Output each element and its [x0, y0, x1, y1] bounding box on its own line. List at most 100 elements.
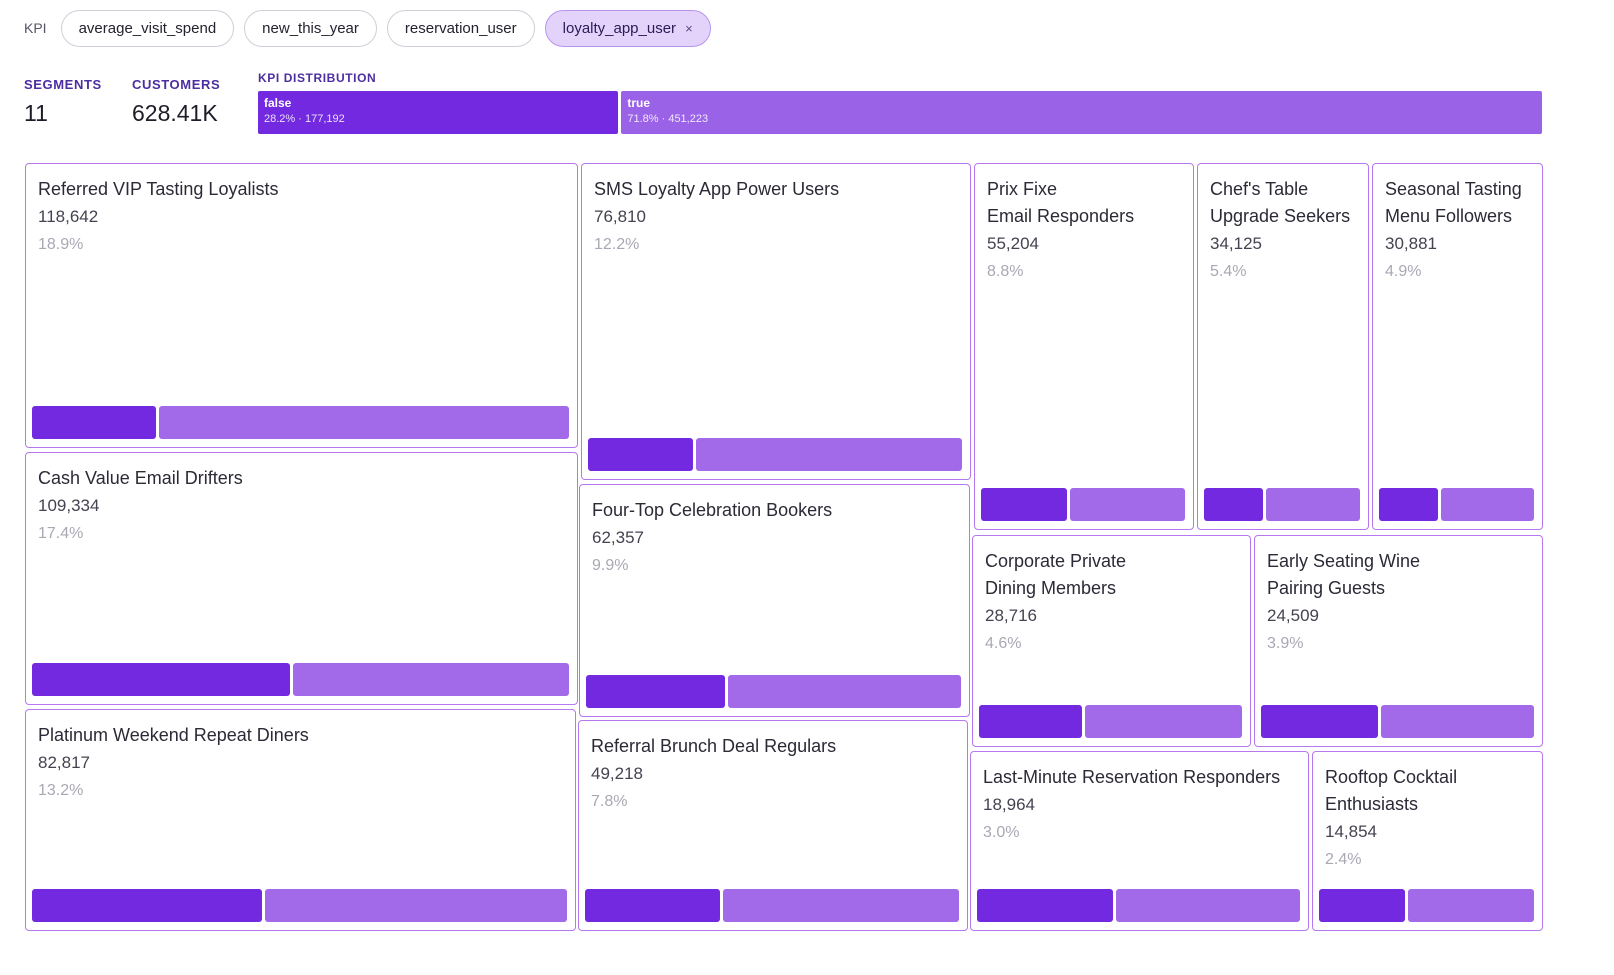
segment-text: Prix Fixe Email Responders 55,204 8.8% [987, 176, 1185, 286]
customers-stat: CUSTOMERS 628.41K [132, 77, 220, 127]
segment-percent: 4.9% [1385, 263, 1422, 280]
segment-percent: 17.4% [38, 525, 84, 542]
segment-text: Four-Top Celebration Bookers 62,357 9.9% [592, 497, 961, 580]
segment-kpi-bar [981, 488, 1185, 521]
kpi-distribution-label: KPI DISTRIBUTION [258, 71, 377, 85]
segment-kpi-bar-false[interactable] [586, 675, 725, 708]
segment-count: 28,716 [985, 606, 1037, 625]
distribution-segment-true[interactable]: true 71.8% · 451,223 [621, 91, 1542, 134]
segment-tile[interactable]: Cash Value Email Drifters 109,334 17.4% [25, 452, 578, 705]
segment-kpi-bar-false[interactable] [585, 889, 720, 922]
segment-count: 14,854 [1325, 822, 1377, 841]
distribution-segment-false[interactable]: false 28.2% · 177,192 [258, 91, 619, 134]
kpi-chip-loyalty-app-user[interactable]: loyalty_app_user × [544, 9, 711, 47]
segment-count: 30,881 [1385, 234, 1437, 253]
segment-kpi-bar-false[interactable] [977, 889, 1113, 922]
segment-count: 24,509 [1267, 606, 1319, 625]
segment-kpi-bar-true[interactable] [1408, 889, 1534, 922]
customers-value: 628.41K [132, 100, 218, 126]
segment-text: Referred VIP Tasting Loyalists 118,642 18.… [38, 176, 569, 259]
segments-stat: SEGMENTS 11 [24, 77, 102, 127]
segment-tile[interactable]: Prix Fixe Email Responders 55,204 8.8% [974, 163, 1194, 530]
segment-kpi-bar-true[interactable] [722, 889, 959, 922]
segment-kpi-bar-false[interactable] [1261, 705, 1379, 738]
segment-kpi-bar-true[interactable] [1381, 705, 1534, 738]
segment-count: 55,204 [987, 234, 1039, 253]
segment-kpi-bar-true[interactable] [292, 663, 569, 696]
segment-tile[interactable]: Early Seating Wine Pairing Guests 24,509 3… [1254, 535, 1543, 747]
segment-name: Cash Value Email Drifters [38, 468, 243, 488]
segment-text: Seasonal Tasting Menu Followers 30,881 4.9… [1385, 176, 1534, 286]
segment-kpi-bar-false[interactable] [1379, 488, 1438, 521]
segment-tile[interactable]: Referred VIP Tasting Loyalists 118,642 18.… [25, 163, 578, 448]
segment-kpi-bar-false[interactable] [979, 705, 1082, 738]
segment-kpi-bar-false[interactable] [981, 488, 1067, 521]
segment-kpi-bar-false[interactable] [32, 663, 290, 696]
segment-kpi-bar [1319, 889, 1534, 922]
segment-tile[interactable]: SMS Loyalty App Power Users 76,810 12.2% [581, 163, 971, 480]
distribution-segment-meta: 71.8% · 451,223 [627, 113, 709, 125]
close-icon[interactable]: × [685, 20, 693, 36]
segment-tile[interactable]: Platinum Weekend Repeat Diners 82,817 13.2… [25, 709, 576, 931]
kpi-chip-reservation-user[interactable]: reservation_user [386, 9, 535, 47]
segment-text: Platinum Weekend Repeat Diners 82,817 13.2… [38, 722, 567, 805]
segment-percent: 4.6% [985, 635, 1022, 652]
segment-name: Referred VIP Tasting Loyalists [38, 179, 279, 199]
kpi-label: KPI [24, 20, 47, 36]
segment-name: Last-Minute Reservation Responders [983, 767, 1281, 787]
segment-tile[interactable]: Corporate Private Dining Members 28,716 4.… [972, 535, 1251, 747]
kpi-filter-row: KPI average_visit_spend new_this_year re… [24, 9, 711, 47]
segment-percent: 8.8% [987, 263, 1024, 280]
kpi-distribution: KPI DISTRIBUTION false 28.2% · 177,192 t… [258, 71, 1543, 134]
segment-kpi-bar [1204, 488, 1360, 521]
segments-label: SEGMENTS [24, 77, 102, 92]
kpi-chip-label: loyalty_app_user [562, 19, 677, 37]
segment-kpi-bar [32, 406, 569, 439]
segment-kpi-bar-true[interactable] [1115, 889, 1300, 922]
segment-tile[interactable]: Referral Brunch Deal Regulars 49,218 7.8% [578, 720, 968, 931]
segment-tile[interactable]: Four-Top Celebration Bookers 62,357 9.9% [579, 484, 970, 717]
segment-count: 62,357 [592, 528, 644, 547]
segment-kpi-bar-true[interactable] [727, 675, 961, 708]
segment-kpi-bar [1379, 488, 1534, 521]
segment-kpi-bar-false[interactable] [588, 438, 693, 471]
kpi-distribution-bar: false 28.2% · 177,192 true 71.8% · 451,2… [258, 91, 1543, 134]
kpi-chip-new-this-year[interactable]: new_this_year [244, 9, 377, 47]
segment-kpi-bar-false[interactable] [32, 406, 156, 439]
segment-kpi-bar-true[interactable] [1084, 705, 1242, 738]
segment-tile[interactable]: Seasonal Tasting Menu Followers 30,881 4.9… [1372, 163, 1543, 530]
segment-name: Four-Top Celebration Bookers [592, 500, 833, 520]
segment-kpi-bar-true[interactable] [1440, 488, 1534, 521]
segment-count: 49,218 [591, 764, 643, 783]
segment-kpi-bar-false[interactable] [1319, 889, 1405, 922]
segment-kpi-bar-true[interactable] [1069, 488, 1185, 521]
segment-text: Cash Value Email Drifters 109,334 17.4% [38, 465, 569, 548]
segment-percent: 5.4% [1210, 263, 1247, 280]
segment-count: 82,817 [38, 753, 90, 772]
segments-value: 11 [24, 100, 48, 126]
segment-kpi-bar [588, 438, 962, 471]
segment-tile[interactable]: Last-Minute Reservation Responders 18,964… [970, 751, 1309, 931]
segment-text: Early Seating Wine Pairing Guests 24,509 3… [1267, 548, 1534, 658]
kpi-chip-average-visit-spend[interactable]: average_visit_spend [60, 9, 235, 47]
segment-kpi-bar-true[interactable] [158, 406, 569, 439]
segment-kpi-bar [585, 889, 959, 922]
segment-kpi-bar-false[interactable] [32, 889, 263, 922]
segment-kpi-bar-true[interactable] [265, 889, 567, 922]
segment-percent: 12.2% [594, 236, 640, 253]
segment-tile[interactable]: Chef's Table Upgrade Seekers 34,125 5.4% [1197, 163, 1369, 530]
segment-kpi-bar-true[interactable] [1266, 488, 1360, 521]
segment-kpi-bar [979, 705, 1242, 738]
segment-kpi-bar-false[interactable] [1204, 488, 1264, 521]
segment-percent: 2.4% [1325, 851, 1362, 868]
segment-name: Seasonal Tasting Menu Followers [1385, 179, 1522, 226]
segment-percent: 3.9% [1267, 635, 1304, 652]
segment-kpi-bar [977, 889, 1300, 922]
segment-kpi-bar-true[interactable] [695, 438, 962, 471]
segment-kpi-bar [32, 889, 567, 922]
segment-text: Chef's Table Upgrade Seekers 34,125 5.4% [1210, 176, 1360, 286]
segment-tile[interactable]: Rooftop Cocktail Enthusiasts 14,854 2.4% [1312, 751, 1543, 931]
segment-count: 18,964 [983, 795, 1035, 814]
distribution-segment-meta: 28.2% · 177,192 [264, 113, 345, 125]
